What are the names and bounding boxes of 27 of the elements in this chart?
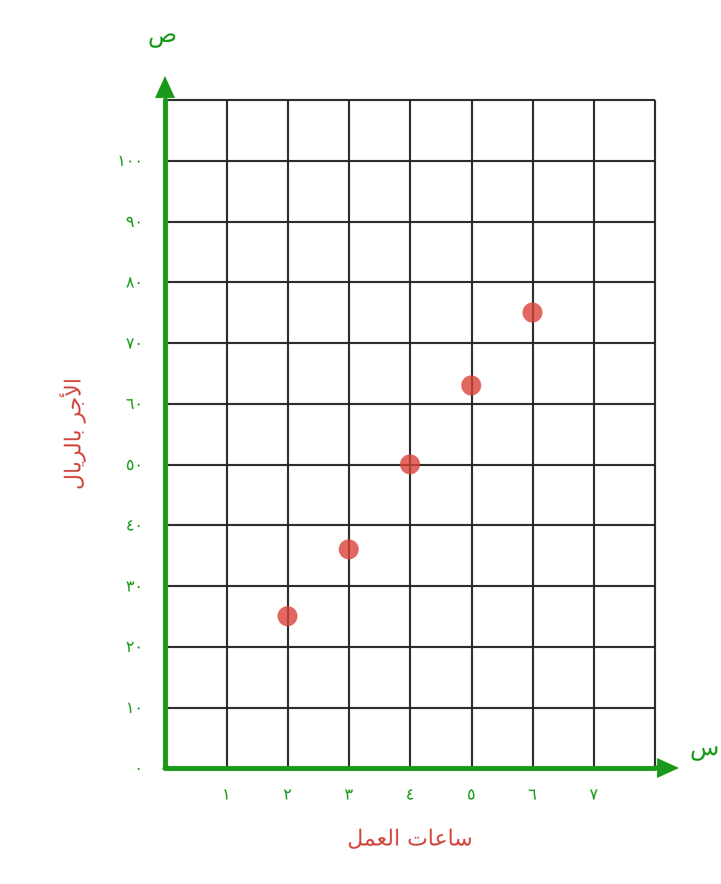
point [338, 539, 359, 560]
x-tick-label: ٧ [589, 784, 598, 804]
x-tick-label: ٦ [528, 784, 537, 804]
point [522, 302, 542, 323]
y-tick-label: ٥٠ [126, 454, 143, 474]
y-tick-label: ٠ [134, 758, 143, 778]
y-tick-label: ١٠ [126, 698, 143, 717]
y-tick-label: ٧٠ [126, 333, 143, 352]
y-axis-title: الأجر بالريال [60, 378, 86, 490]
y-tick-label: ٩٠ [126, 212, 143, 231]
y-tick-label: ٢٠ [126, 637, 143, 656]
x-tick-label: ٥ [466, 784, 476, 804]
text: س [690, 733, 720, 761]
y-tick-label: ٤٠ [126, 516, 143, 535]
x-tick-label: ٤ [406, 784, 414, 804]
x-tick-label: ٢ [283, 784, 292, 804]
point [278, 606, 298, 626]
y-tick-label: ٦٠ [126, 394, 143, 414]
y-tick-label: ٣٠ [126, 576, 143, 596]
y-tick-label: ١٠٠ [117, 151, 143, 170]
x-tick-label: ٣ [344, 784, 354, 804]
text: ص [148, 20, 178, 48]
point [400, 454, 420, 474]
x-tick-label: ١ [222, 784, 231, 804]
point [461, 375, 482, 396]
y-tick-label: ٨٠ [126, 272, 143, 292]
x-axis-title: ساعات العمل [347, 826, 473, 852]
